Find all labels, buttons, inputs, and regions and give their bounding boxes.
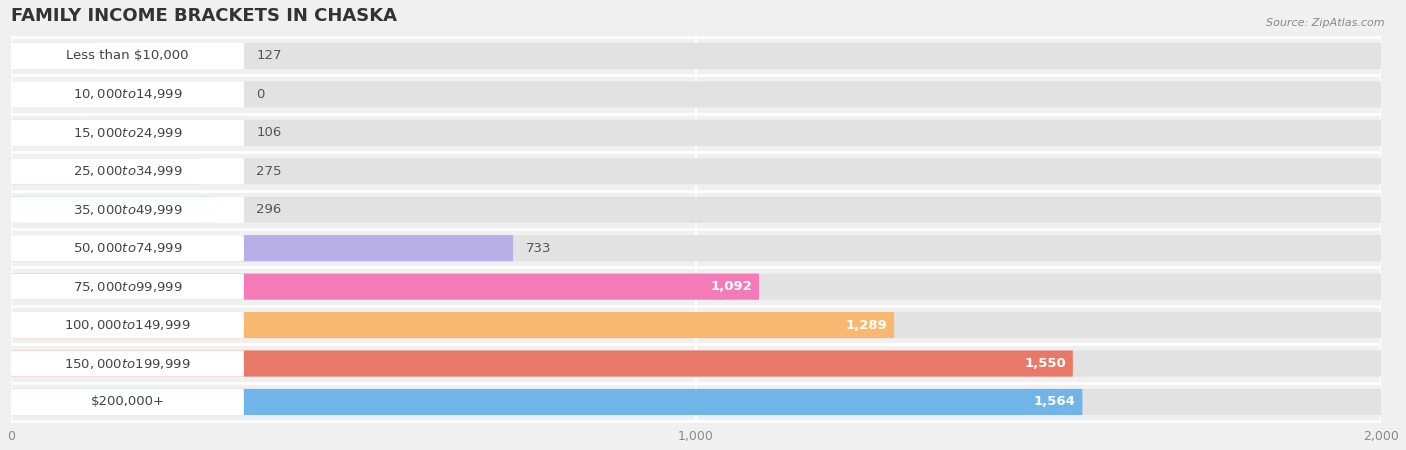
Text: $150,000 to $199,999: $150,000 to $199,999 <box>65 356 191 370</box>
Text: 1,092: 1,092 <box>710 280 752 293</box>
FancyBboxPatch shape <box>11 81 1381 108</box>
FancyBboxPatch shape <box>11 197 243 223</box>
FancyBboxPatch shape <box>11 274 243 300</box>
FancyBboxPatch shape <box>11 235 243 261</box>
Text: $75,000 to $99,999: $75,000 to $99,999 <box>73 279 183 294</box>
FancyBboxPatch shape <box>11 351 1381 377</box>
Text: FAMILY INCOME BRACKETS IN CHASKA: FAMILY INCOME BRACKETS IN CHASKA <box>11 7 396 25</box>
FancyBboxPatch shape <box>11 158 243 184</box>
Text: Less than $10,000: Less than $10,000 <box>66 50 188 63</box>
FancyBboxPatch shape <box>11 312 243 338</box>
FancyBboxPatch shape <box>11 235 513 261</box>
Text: 733: 733 <box>526 242 551 255</box>
Text: 275: 275 <box>256 165 281 178</box>
Text: $15,000 to $24,999: $15,000 to $24,999 <box>73 126 183 140</box>
Text: 0: 0 <box>256 88 264 101</box>
Text: 1,289: 1,289 <box>845 319 887 332</box>
Text: $10,000 to $14,999: $10,000 to $14,999 <box>73 87 183 101</box>
FancyBboxPatch shape <box>11 312 894 338</box>
FancyBboxPatch shape <box>11 43 98 69</box>
FancyBboxPatch shape <box>11 351 1073 377</box>
Text: $35,000 to $49,999: $35,000 to $49,999 <box>73 203 183 217</box>
FancyBboxPatch shape <box>11 274 1381 300</box>
FancyBboxPatch shape <box>11 120 1381 146</box>
Text: $50,000 to $74,999: $50,000 to $74,999 <box>73 241 183 255</box>
FancyBboxPatch shape <box>11 197 214 223</box>
Text: 1,564: 1,564 <box>1033 396 1076 409</box>
FancyBboxPatch shape <box>11 120 83 146</box>
Text: 1,550: 1,550 <box>1024 357 1066 370</box>
FancyBboxPatch shape <box>11 351 243 377</box>
Text: $25,000 to $34,999: $25,000 to $34,999 <box>73 164 183 178</box>
Text: Source: ZipAtlas.com: Source: ZipAtlas.com <box>1267 18 1385 28</box>
FancyBboxPatch shape <box>11 389 243 415</box>
FancyBboxPatch shape <box>11 197 1381 223</box>
Text: $100,000 to $149,999: $100,000 to $149,999 <box>65 318 191 332</box>
FancyBboxPatch shape <box>11 389 1381 415</box>
FancyBboxPatch shape <box>11 43 1381 69</box>
Text: 127: 127 <box>256 50 281 63</box>
FancyBboxPatch shape <box>11 158 1381 184</box>
FancyBboxPatch shape <box>11 120 243 146</box>
FancyBboxPatch shape <box>11 158 200 184</box>
Text: 296: 296 <box>256 203 281 216</box>
FancyBboxPatch shape <box>11 235 1381 261</box>
FancyBboxPatch shape <box>11 274 759 300</box>
FancyBboxPatch shape <box>11 81 243 108</box>
FancyBboxPatch shape <box>11 389 1083 415</box>
Text: $200,000+: $200,000+ <box>90 396 165 409</box>
FancyBboxPatch shape <box>11 312 1381 338</box>
FancyBboxPatch shape <box>11 43 243 69</box>
Text: 106: 106 <box>256 126 281 140</box>
